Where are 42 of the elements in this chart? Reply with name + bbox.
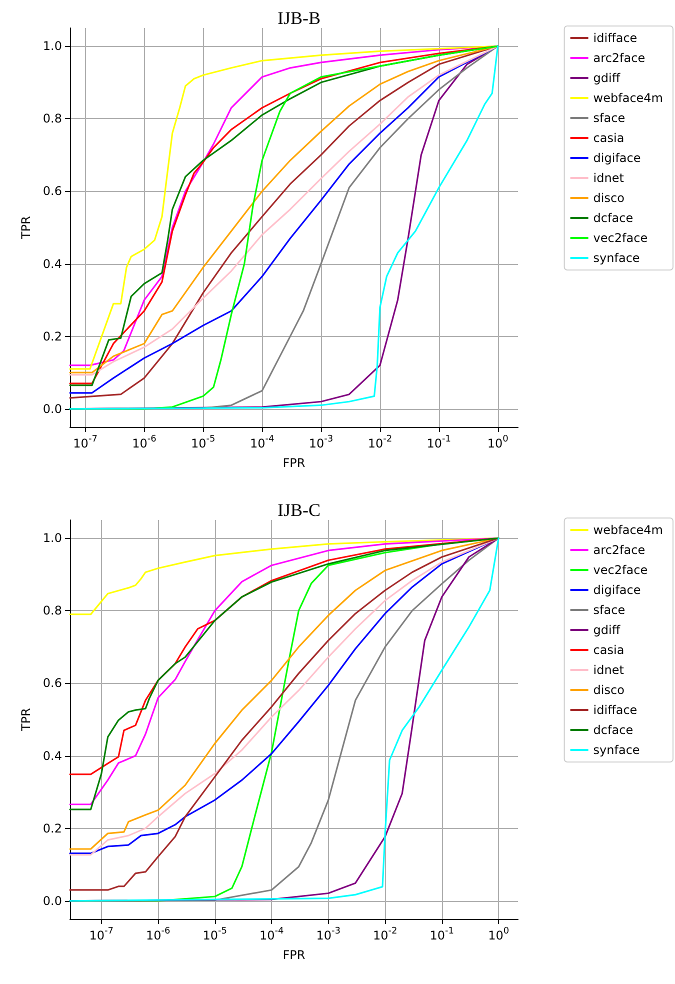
y-tick-label: 0.4 (42, 748, 62, 763)
y-tick-label: 1.0 (42, 531, 62, 546)
y-tick-label: 0.6 (42, 184, 62, 198)
legend-label: idnet (593, 663, 624, 677)
legend-label: sface (593, 603, 626, 617)
legend-label: gdiff (593, 71, 621, 85)
x-axis-title: FPR (282, 456, 306, 470)
y-axis-title: TPR (19, 216, 33, 240)
y-tick-label: 0.8 (42, 604, 62, 618)
y-tick-label: 0.6 (42, 676, 62, 690)
chart-title: IJB-B (277, 8, 321, 28)
legend-label: casia (593, 131, 624, 145)
chart-title: IJB-C (277, 500, 321, 520)
legend-label: digiface (593, 151, 641, 165)
legend-label: arc2face (593, 543, 646, 557)
legend-label: webface4m (593, 91, 664, 105)
y-tick-label: 0.0 (42, 894, 62, 908)
legend-label: digiface (593, 583, 641, 597)
legend-label: disco (593, 191, 624, 205)
legend-label: idifface (593, 31, 638, 45)
legend-label: idnet (593, 171, 624, 185)
legend-label: dcface (593, 211, 634, 225)
legend-label: casia (593, 643, 624, 657)
y-tick-label: 1.0 (42, 39, 62, 54)
y-tick-label: 0.4 (42, 256, 62, 271)
y-tick-label: 0.2 (42, 329, 62, 344)
legend-label: arc2face (593, 51, 646, 65)
legend-label: synface (593, 743, 640, 757)
legend-label: sface (593, 111, 626, 125)
legend-label: gdiff (593, 623, 621, 637)
y-axis-title: TPR (19, 708, 33, 732)
legend-label: webface4m (593, 523, 664, 537)
y-tick-label: 0.0 (42, 402, 62, 416)
y-tick-label: 0.8 (42, 112, 62, 126)
legend-label: vec2face (593, 563, 648, 577)
legend-label: vec2face (593, 231, 648, 245)
legend-label: idifface (593, 703, 638, 717)
x-axis-title: FPR (282, 948, 306, 962)
legend-label: disco (593, 683, 624, 697)
y-tick-label: 0.2 (42, 821, 62, 836)
legend-label: synface (593, 251, 640, 265)
legend-label: dcface (593, 723, 634, 737)
